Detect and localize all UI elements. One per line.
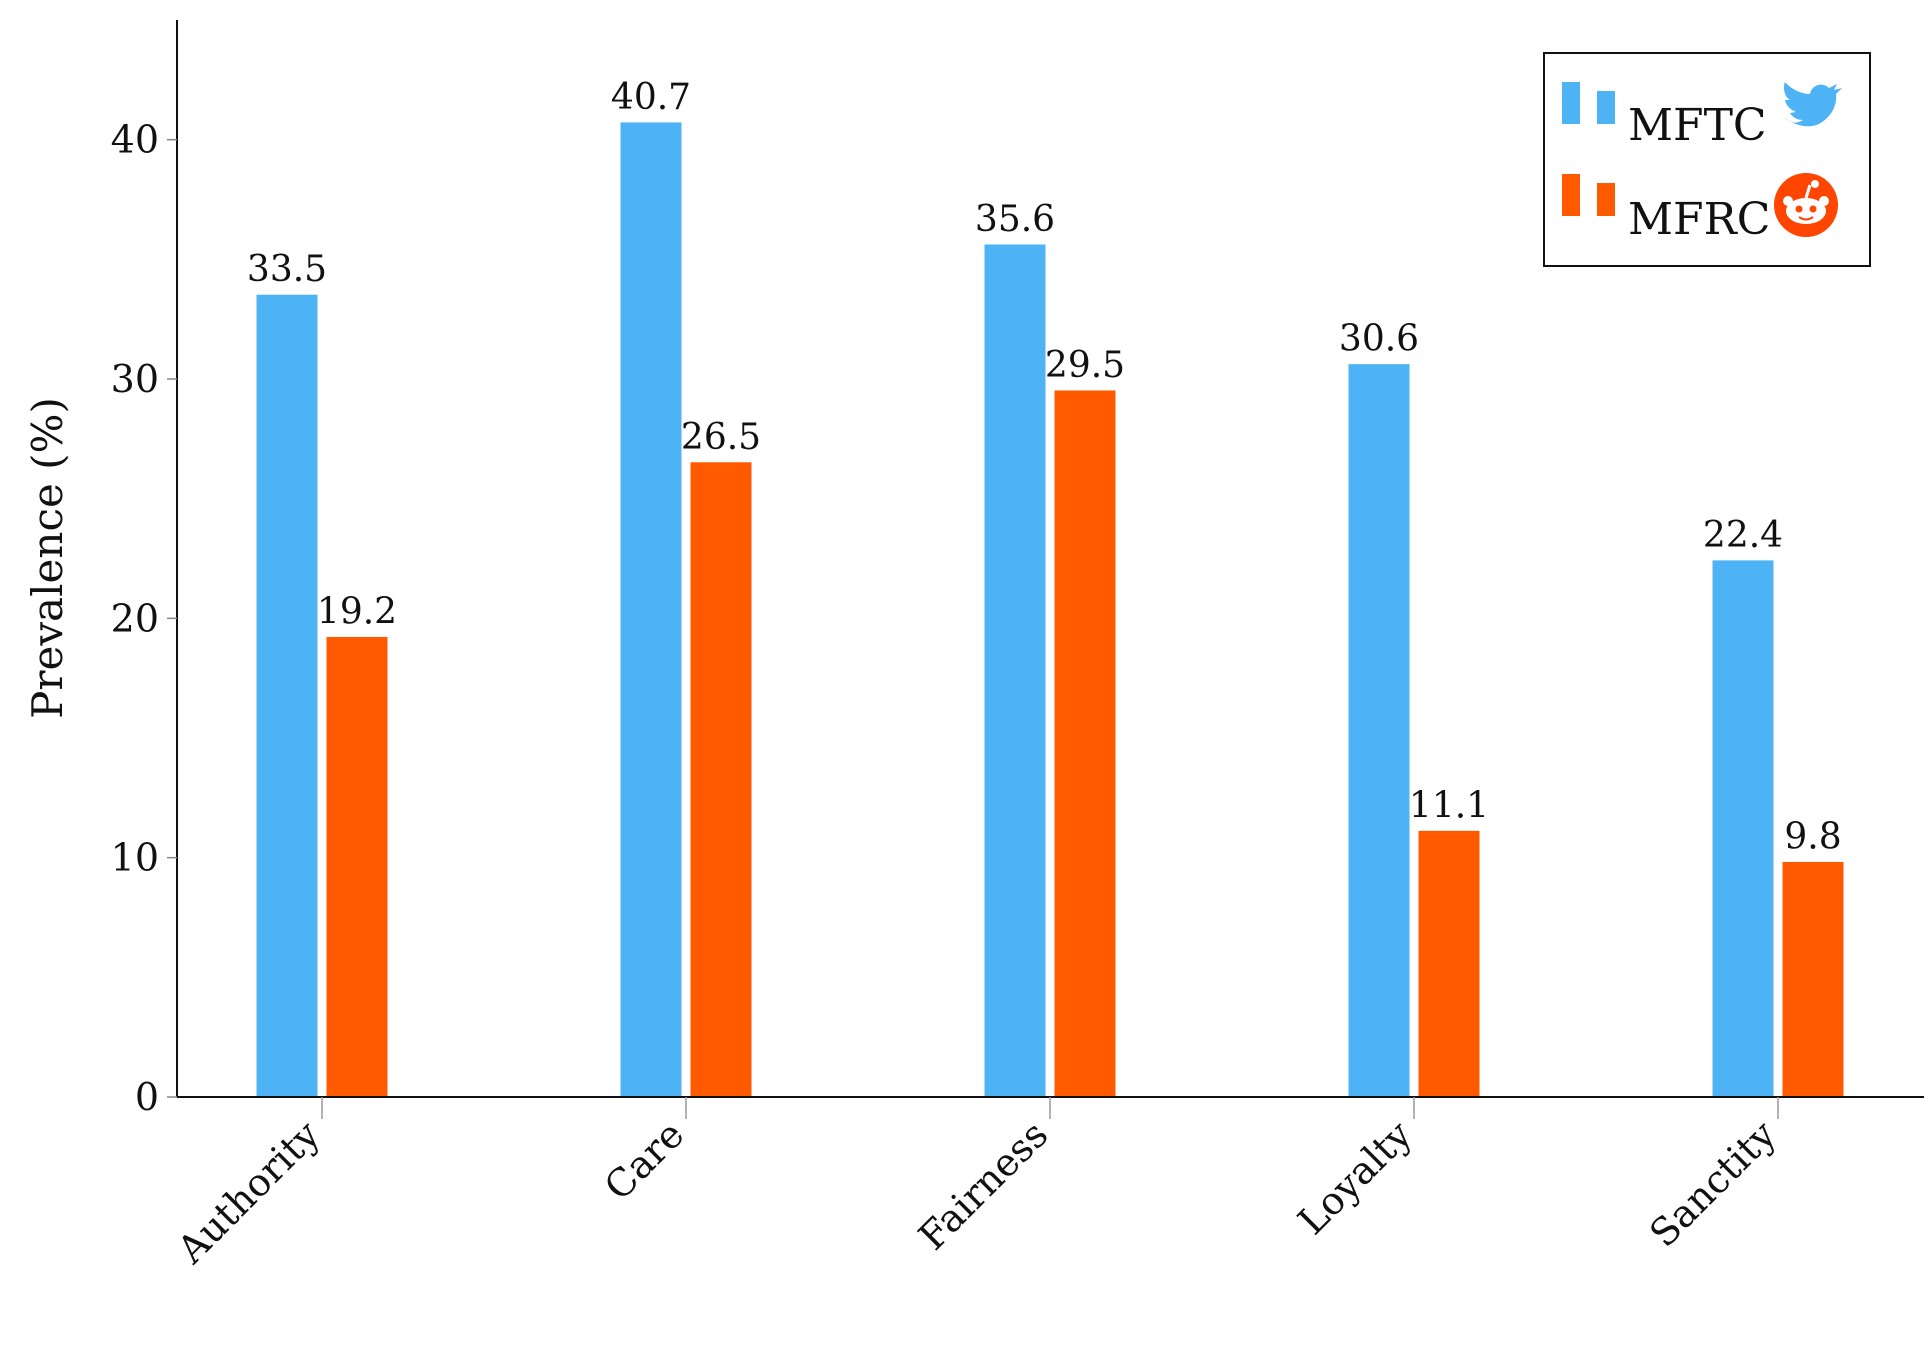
legend: MFTC MFRC bbox=[1543, 52, 1871, 267]
bar-mftc-authority bbox=[256, 294, 318, 1098]
legend-label-mftc: MFTC bbox=[1628, 100, 1767, 151]
data-label-mftc-loyalty: 30.6 bbox=[1339, 319, 1419, 360]
data-label-mfrc-fairness: 29.5 bbox=[1045, 345, 1125, 386]
bar-mftc-care bbox=[620, 122, 682, 1098]
y-tick-label: 40 bbox=[111, 118, 159, 162]
legend-entry-mftc: MFTC bbox=[1562, 82, 1842, 151]
bars-layer bbox=[256, 122, 1844, 1098]
bar-mfrc-sanctity bbox=[1782, 861, 1844, 1098]
y-tick-label: 0 bbox=[135, 1075, 159, 1119]
x-tick-label-loyalty: Loyalty bbox=[1289, 1112, 1420, 1243]
data-label-mfrc-care: 26.5 bbox=[681, 417, 761, 458]
y-tick-label: 20 bbox=[111, 596, 159, 640]
bar-mfrc-fairness bbox=[1054, 390, 1116, 1098]
data-label-mftc-sanctity: 22.4 bbox=[1703, 515, 1783, 556]
y-tick-label: 10 bbox=[111, 836, 159, 880]
x-tick-label-authority: Authority bbox=[168, 1112, 329, 1273]
legend-swatch-mftc-a bbox=[1562, 82, 1580, 124]
bar-mfrc-authority bbox=[326, 636, 388, 1098]
bar-mftc-sanctity bbox=[1712, 560, 1774, 1098]
legend-swatch-mfrc-b bbox=[1597, 183, 1615, 216]
data-label-mfrc-loyalty: 11.1 bbox=[1409, 785, 1489, 826]
reddit-alien-icon bbox=[1774, 173, 1838, 237]
y-axis-label: Prevalence (%) bbox=[23, 397, 72, 719]
data-label-mftc-fairness: 35.6 bbox=[975, 199, 1055, 240]
data-label-mftc-authority: 33.5 bbox=[247, 249, 327, 290]
x-ticks-layer: Authority Care Fairness Loyalty Sanctity bbox=[168, 1097, 1785, 1272]
legend-entry-mfrc: MFRC bbox=[1562, 173, 1838, 245]
legend-swatch-mfrc-a bbox=[1562, 174, 1580, 216]
bar-mfrc-care bbox=[690, 462, 752, 1098]
data-label-mfrc-authority: 19.2 bbox=[317, 591, 397, 632]
y-ticks-layer: 0 10 20 30 40 bbox=[111, 118, 177, 1119]
data-label-mftc-care: 40.7 bbox=[611, 77, 691, 118]
bar-mftc-loyalty bbox=[1348, 364, 1410, 1098]
twitter-bird-icon bbox=[1783, 82, 1842, 127]
data-label-mfrc-sanctity: 9.8 bbox=[1784, 816, 1841, 857]
data-labels-layer: 33.5 40.7 35.6 30.6 22.4 19.2 26.5 29.5 11.1 9.8 bbox=[247, 77, 1842, 858]
legend-label-mfrc: MFRC bbox=[1628, 194, 1770, 245]
x-tick-label-care: Care bbox=[596, 1112, 692, 1208]
bar-mfrc-loyalty bbox=[1418, 830, 1480, 1098]
x-tick-label-fairness: Fairness bbox=[910, 1112, 1056, 1258]
bar-mftc-fairness bbox=[984, 244, 1046, 1098]
y-tick-label: 30 bbox=[111, 357, 159, 401]
x-tick-label-sanctity: Sanctity bbox=[1641, 1112, 1785, 1256]
legend-swatch-mftc-b bbox=[1597, 91, 1615, 124]
